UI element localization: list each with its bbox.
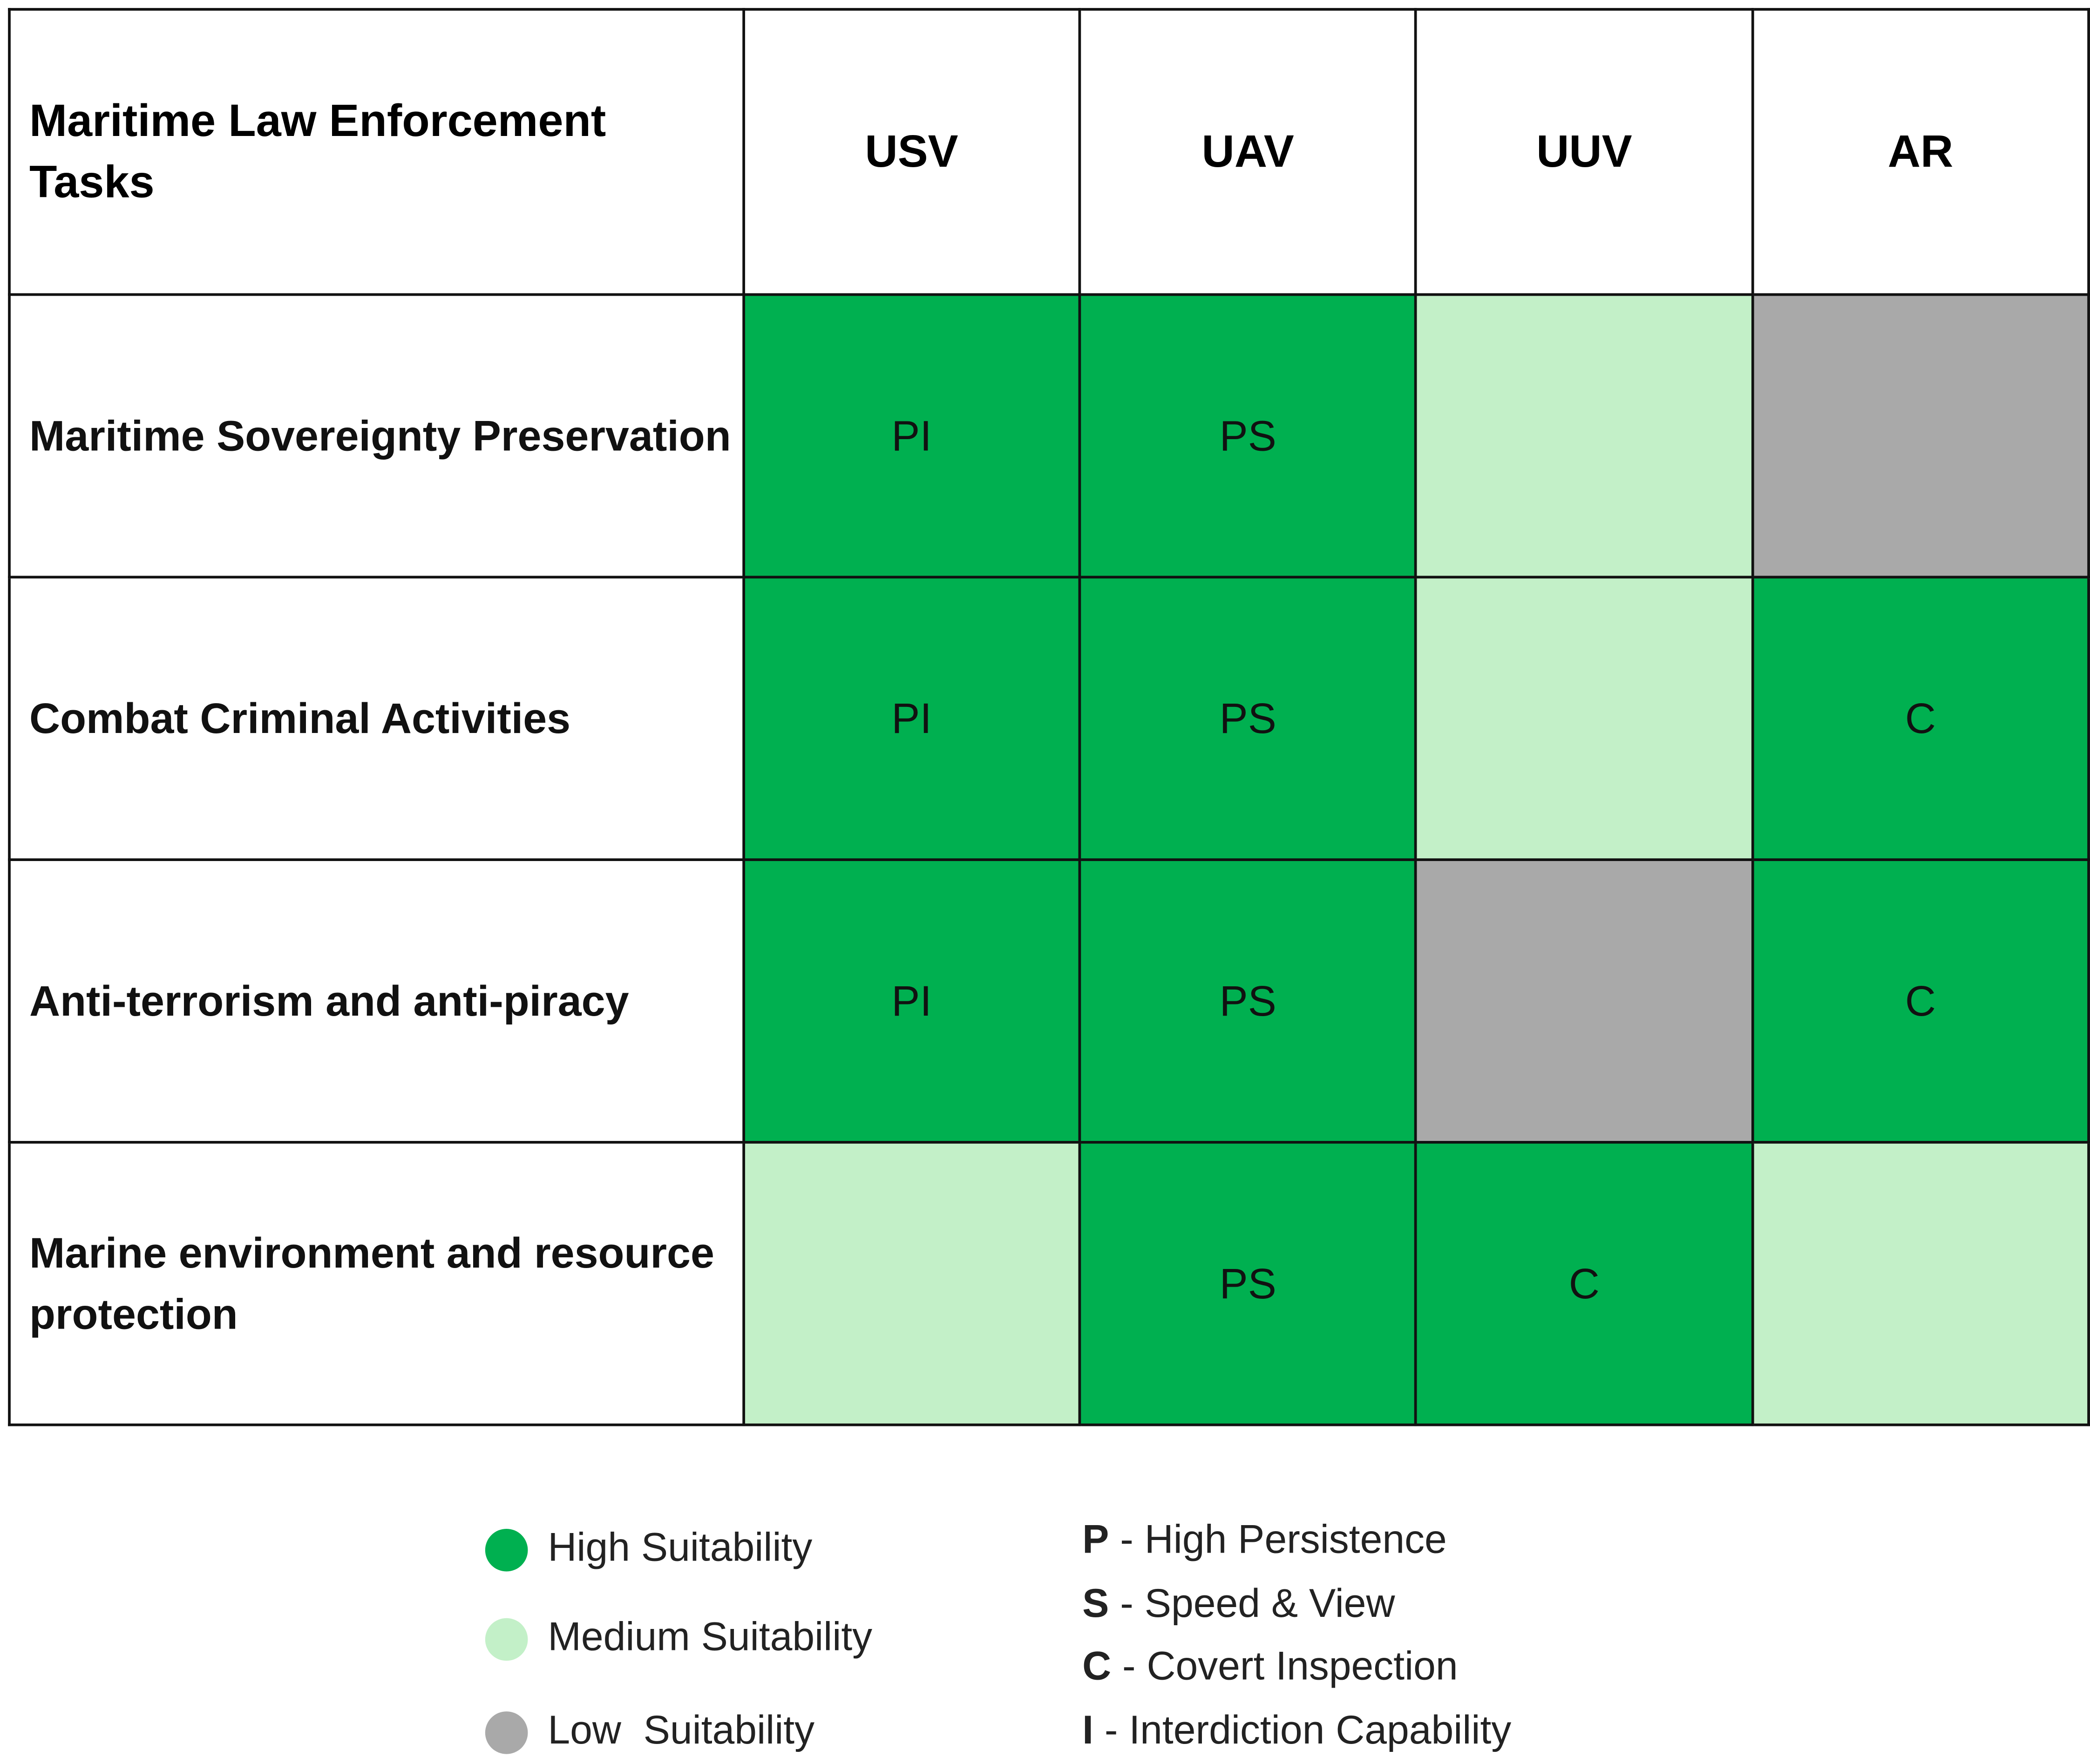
legend-swatch xyxy=(485,1711,528,1754)
suitability-cell xyxy=(1751,1141,2090,1426)
key-letter: C xyxy=(1082,1644,1112,1689)
suitability-cell: PS xyxy=(1078,293,1418,579)
key-text: - Interdiction Capability xyxy=(1104,1708,1512,1752)
legend-label: Medium Suitability xyxy=(548,1615,873,1660)
cell-label: PS xyxy=(1219,976,1276,1024)
task-cell: Anti-terrorism and anti-piracy xyxy=(8,858,745,1144)
legend-label: High Suitability xyxy=(548,1526,813,1570)
cell-label: PI xyxy=(891,976,932,1024)
key-letter: I xyxy=(1082,1708,1093,1752)
task-cell: Combat Criminal Activities xyxy=(8,576,745,861)
suitability-cell: PI xyxy=(742,858,1081,1144)
suitability-cell xyxy=(1414,858,1754,1144)
suitability-table: Maritime Law Enforcement Tasks USV UAV UUV A… xyxy=(8,8,2090,1426)
header-cell: Maritime Law Enforcement Tasks xyxy=(8,8,745,296)
suitability-cell: PS xyxy=(1078,858,1418,1144)
suitability-cell: C xyxy=(1414,1141,1754,1426)
cell-label: C xyxy=(1905,693,1936,742)
cell-label: PS xyxy=(1219,1259,1276,1307)
header-cell: UUV xyxy=(1414,8,1754,296)
key-text: - High Persistence xyxy=(1120,1518,1447,1562)
legend-label: Low Suitability xyxy=(548,1709,815,1753)
cell-label: C xyxy=(1905,976,1936,1024)
key-letter: P xyxy=(1082,1518,1109,1562)
key-text: - Covert Inspection xyxy=(1122,1644,1458,1689)
suitability-cell xyxy=(1414,293,1754,579)
suitability-cell xyxy=(1414,576,1754,861)
cell-label: PS xyxy=(1219,411,1276,460)
header-cell: USV xyxy=(742,8,1081,296)
cell-label: PI xyxy=(891,693,932,742)
table-row: Combat Criminal Activities PI PS C xyxy=(8,576,2090,861)
suitability-cell: PI xyxy=(742,576,1081,861)
suitability-cell: C xyxy=(1751,858,2090,1144)
header-cell: UAV xyxy=(1078,8,1418,296)
table-row: Marine environment and resource protecti… xyxy=(8,1141,2090,1426)
header-cell: AR xyxy=(1751,8,2090,296)
key-entry: I - Interdiction Capability xyxy=(1082,1708,1511,1753)
key-entry: S - Speed & View xyxy=(1082,1581,1395,1627)
table-row: Maritime Sovereignty Preservation PI PS xyxy=(8,293,2090,579)
cell-label: C xyxy=(1568,1259,1600,1307)
suitability-cell: PS xyxy=(1078,576,1418,861)
task-cell: Maritime Sovereignty Preservation xyxy=(8,293,745,579)
cell-label: PI xyxy=(891,411,932,460)
legend-swatch xyxy=(485,1618,528,1661)
suitability-cell xyxy=(742,1141,1081,1426)
suitability-cell: PI xyxy=(742,293,1081,579)
suitability-cell: C xyxy=(1751,576,2090,861)
suitability-cell xyxy=(1751,293,2090,579)
key-entry: C - Covert Inspection xyxy=(1082,1645,1458,1690)
suitability-cell: PS xyxy=(1078,1141,1418,1426)
task-cell: Marine environment and resource protecti… xyxy=(8,1141,745,1426)
key-letter: S xyxy=(1082,1581,1109,1626)
legend-swatch xyxy=(485,1528,528,1572)
key-text: - Speed & View xyxy=(1120,1581,1395,1626)
key-entry: P - High Persistence xyxy=(1082,1518,1447,1563)
table-row: Anti-terrorism and anti-piracy PI PS C xyxy=(8,858,2090,1144)
cell-label: PS xyxy=(1219,693,1276,742)
